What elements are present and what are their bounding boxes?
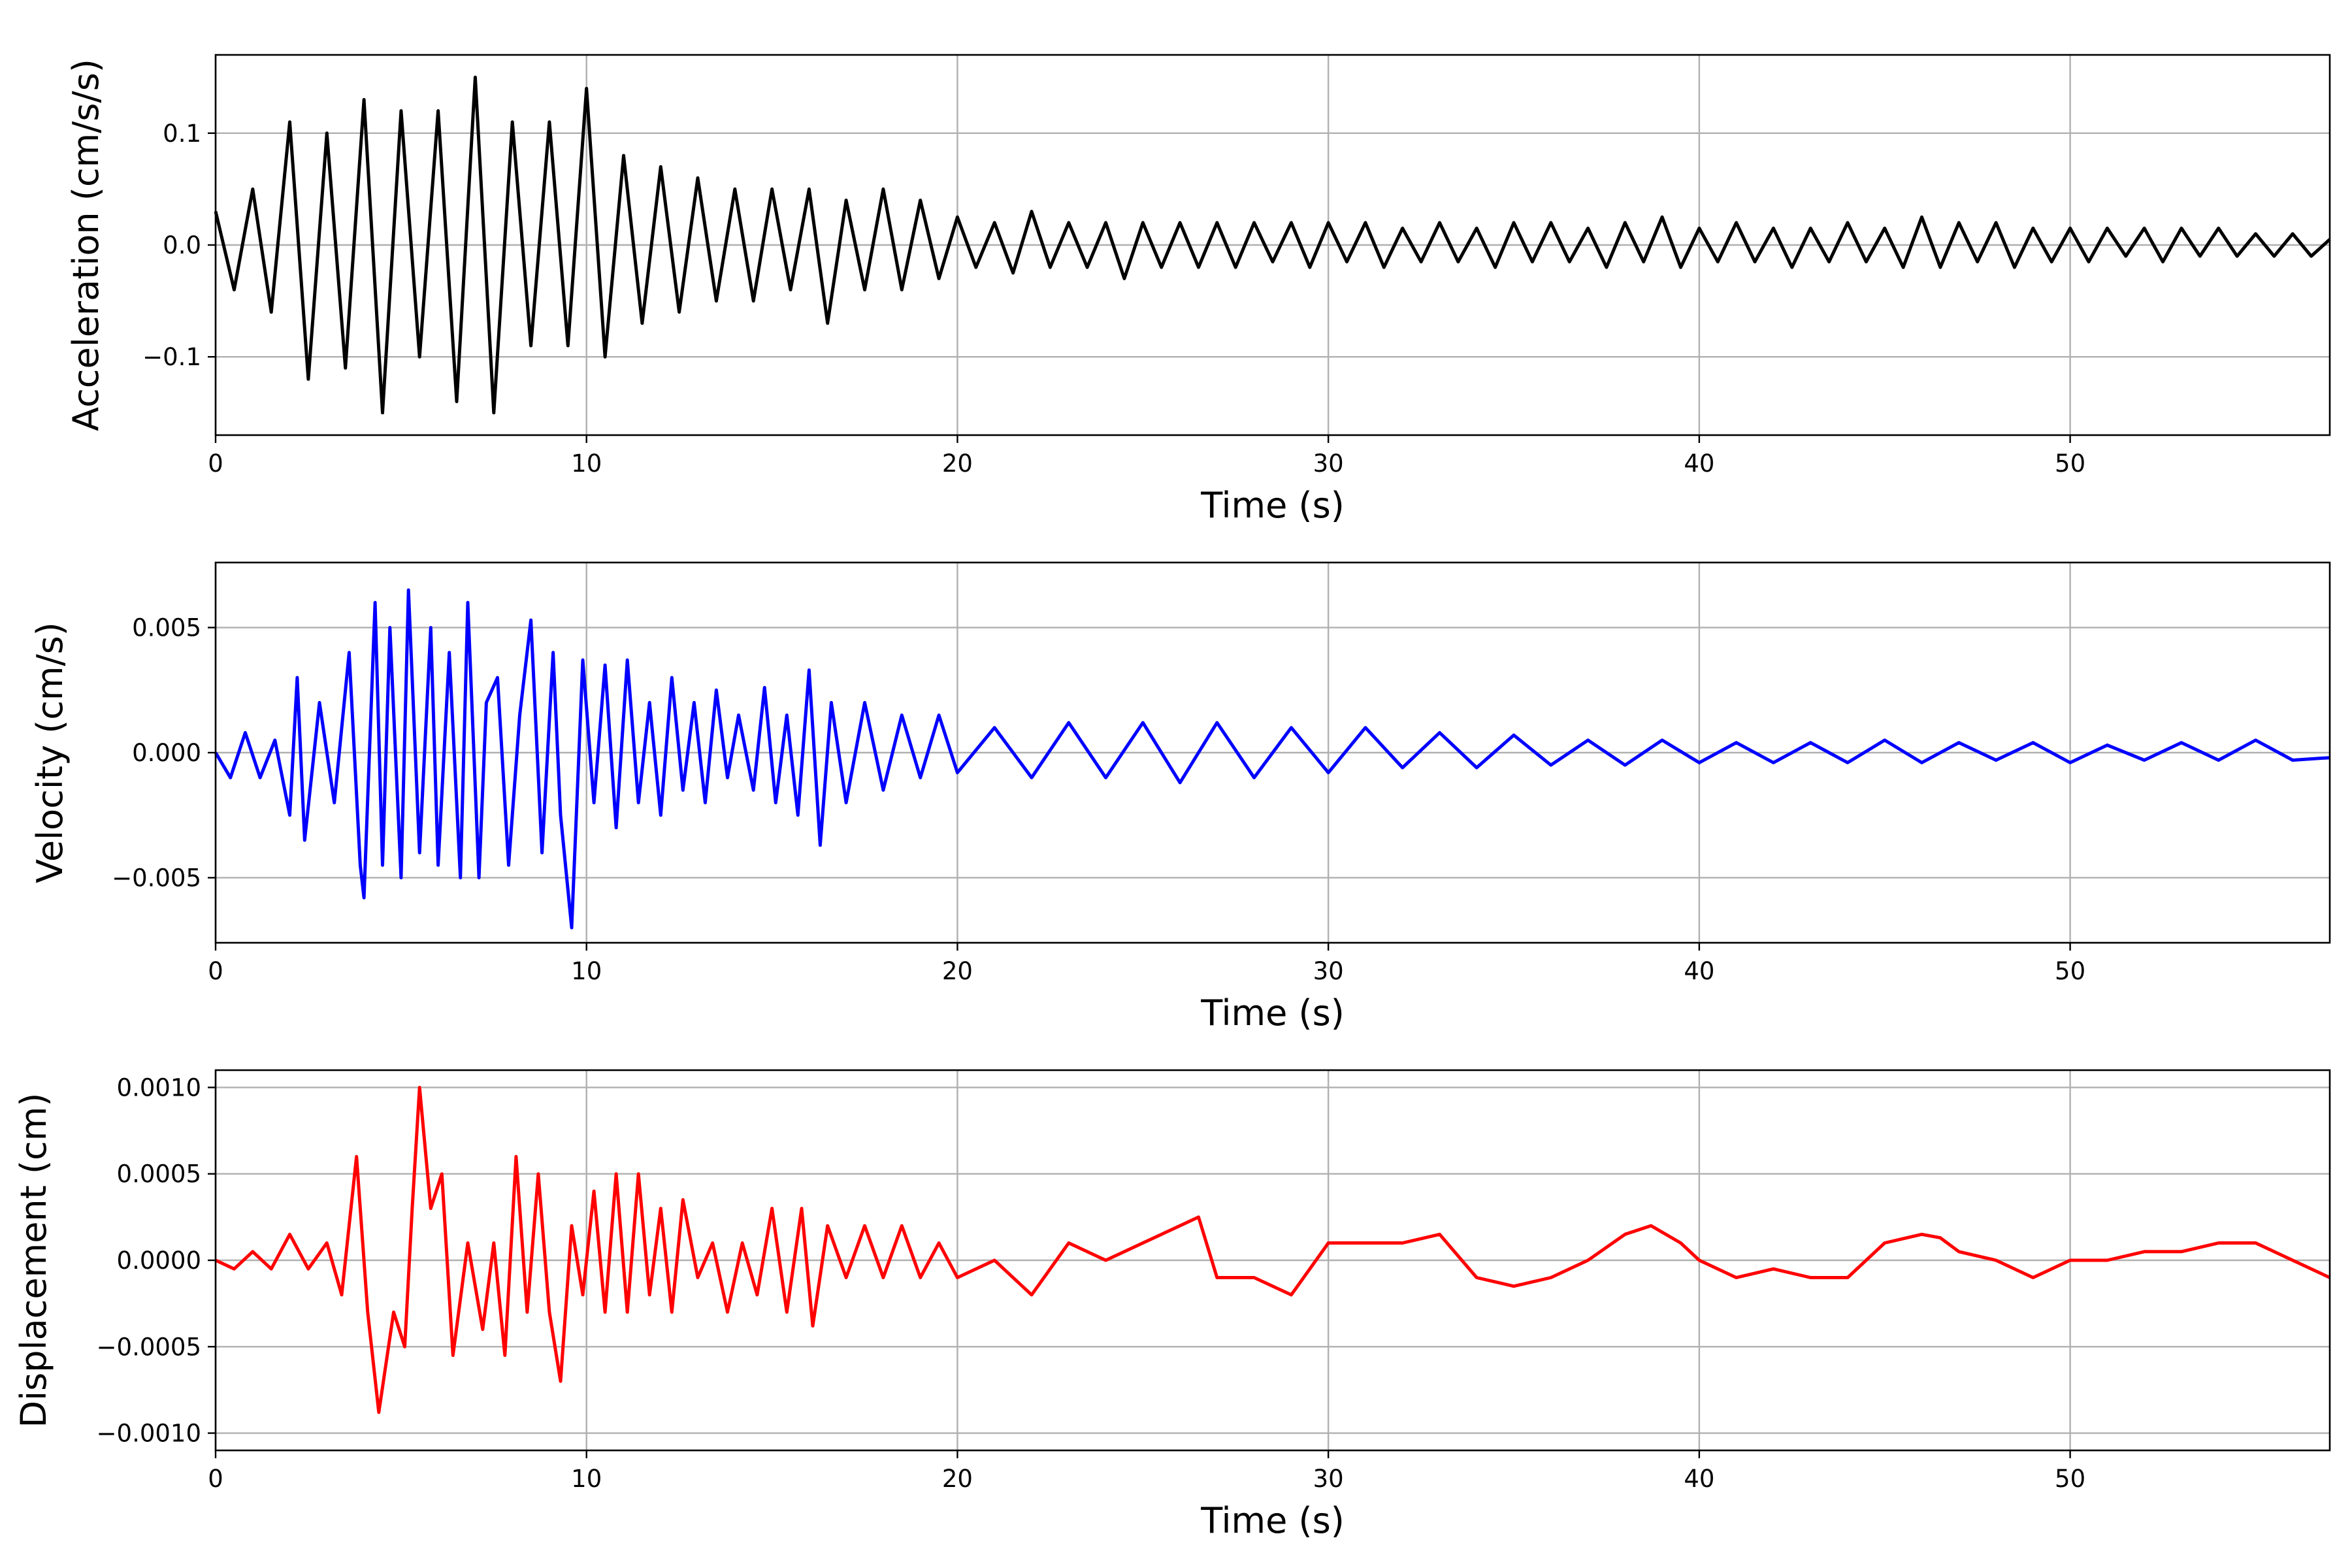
velocity-y-ticks: −0.005 0.000 0.005: [112, 614, 216, 892]
velocity-x-tick-label: 30: [1313, 957, 1344, 985]
acceleration-y-ticks: −0.1 0.0 0.1: [142, 120, 216, 371]
displacement-x-ticks: 0 10 20 30 40 50: [208, 1450, 2085, 1493]
acceleration-x-tick-label: 10: [571, 449, 602, 478]
acceleration-y-tick-label: 0.0: [163, 231, 201, 259]
velocity-y-tick-label: −0.005: [112, 864, 201, 892]
displacement-x-tick-label: 10: [571, 1465, 602, 1493]
velocity-x-tick-label: 40: [1684, 957, 1714, 985]
acceleration-x-tick-label: 20: [942, 449, 973, 478]
displacement-y-tick-label: 0.0005: [117, 1160, 201, 1188]
displacement-y-tick-label: 0.0000: [117, 1247, 201, 1275]
acceleration-x-tick-label: 0: [208, 449, 223, 478]
acceleration-y-axis-label: Acceleration (cm/s/s): [65, 59, 106, 431]
velocity-y-tick-label: 0.000: [132, 739, 201, 767]
displacement-y-tick-label: −0.0010: [97, 1420, 201, 1448]
velocity-x-ticks: 0 10 20 30 40 50: [208, 943, 2085, 985]
displacement-y-ticks: −0.0010 −0.0005 0.0000 0.0005 0.0010: [97, 1073, 216, 1448]
velocity-frame: [214, 561, 2331, 944]
velocity-x-tick-label: 20: [942, 957, 973, 985]
acceleration-x-tick-label: 30: [1313, 449, 1344, 478]
velocity-y-tick-label: 0.005: [132, 614, 201, 642]
displacement-y-tick-label: −0.0005: [97, 1333, 201, 1361]
displacement-y-axis-label: Displacement (cm): [13, 1093, 54, 1428]
acceleration-x-axis-label: Time (s): [1200, 485, 1345, 526]
acceleration-x-tick-label: 50: [2055, 449, 2085, 478]
acceleration-trace: [214, 75, 2331, 415]
displacement-x-tick-label: 20: [942, 1465, 973, 1493]
velocity-x-axis-label: Time (s): [1200, 992, 1345, 1034]
displacement-x-axis-label: Time (s): [1200, 1500, 1345, 1541]
acceleration-panel: −0.1 0.0 0.1 0 10 20 30 40 50 Time (s) Accelera…: [65, 54, 2331, 526]
displacement-panel: −0.0010 −0.0005 0.0000 0.0005 0.0010 0 10 20 30…: [13, 1069, 2331, 1541]
acceleration-x-tick-label: 40: [1684, 449, 1714, 478]
velocity-y-axis-label: Velocity (cm/s): [29, 622, 71, 883]
acceleration-y-tick-label: 0.1: [163, 120, 201, 148]
velocity-x-tick-label: 0: [208, 957, 223, 985]
displacement-frame: [214, 1069, 2331, 1452]
displacement-x-tick-label: 30: [1313, 1465, 1344, 1493]
displacement-trace: [214, 1086, 2331, 1414]
velocity-x-tick-label: 10: [571, 957, 602, 985]
acceleration-grid: [214, 55, 2330, 435]
displacement-y-tick-label: 0.0010: [117, 1073, 201, 1102]
velocity-x-tick-label: 50: [2055, 957, 2085, 985]
velocity-trace: [214, 588, 2330, 930]
acceleration-x-ticks: 0 10 20 30 40 50: [208, 435, 2085, 478]
acceleration-frame: [214, 54, 2331, 436]
displacement-x-tick-label: 40: [1684, 1465, 1714, 1493]
displacement-x-tick-label: 50: [2055, 1465, 2085, 1493]
velocity-panel: −0.005 0.000 0.005 0 10 20 30 40 50 Time (s) Ve…: [29, 561, 2331, 1034]
acceleration-y-tick-label: −0.1: [142, 343, 201, 371]
displacement-x-tick-label: 0: [208, 1465, 223, 1493]
